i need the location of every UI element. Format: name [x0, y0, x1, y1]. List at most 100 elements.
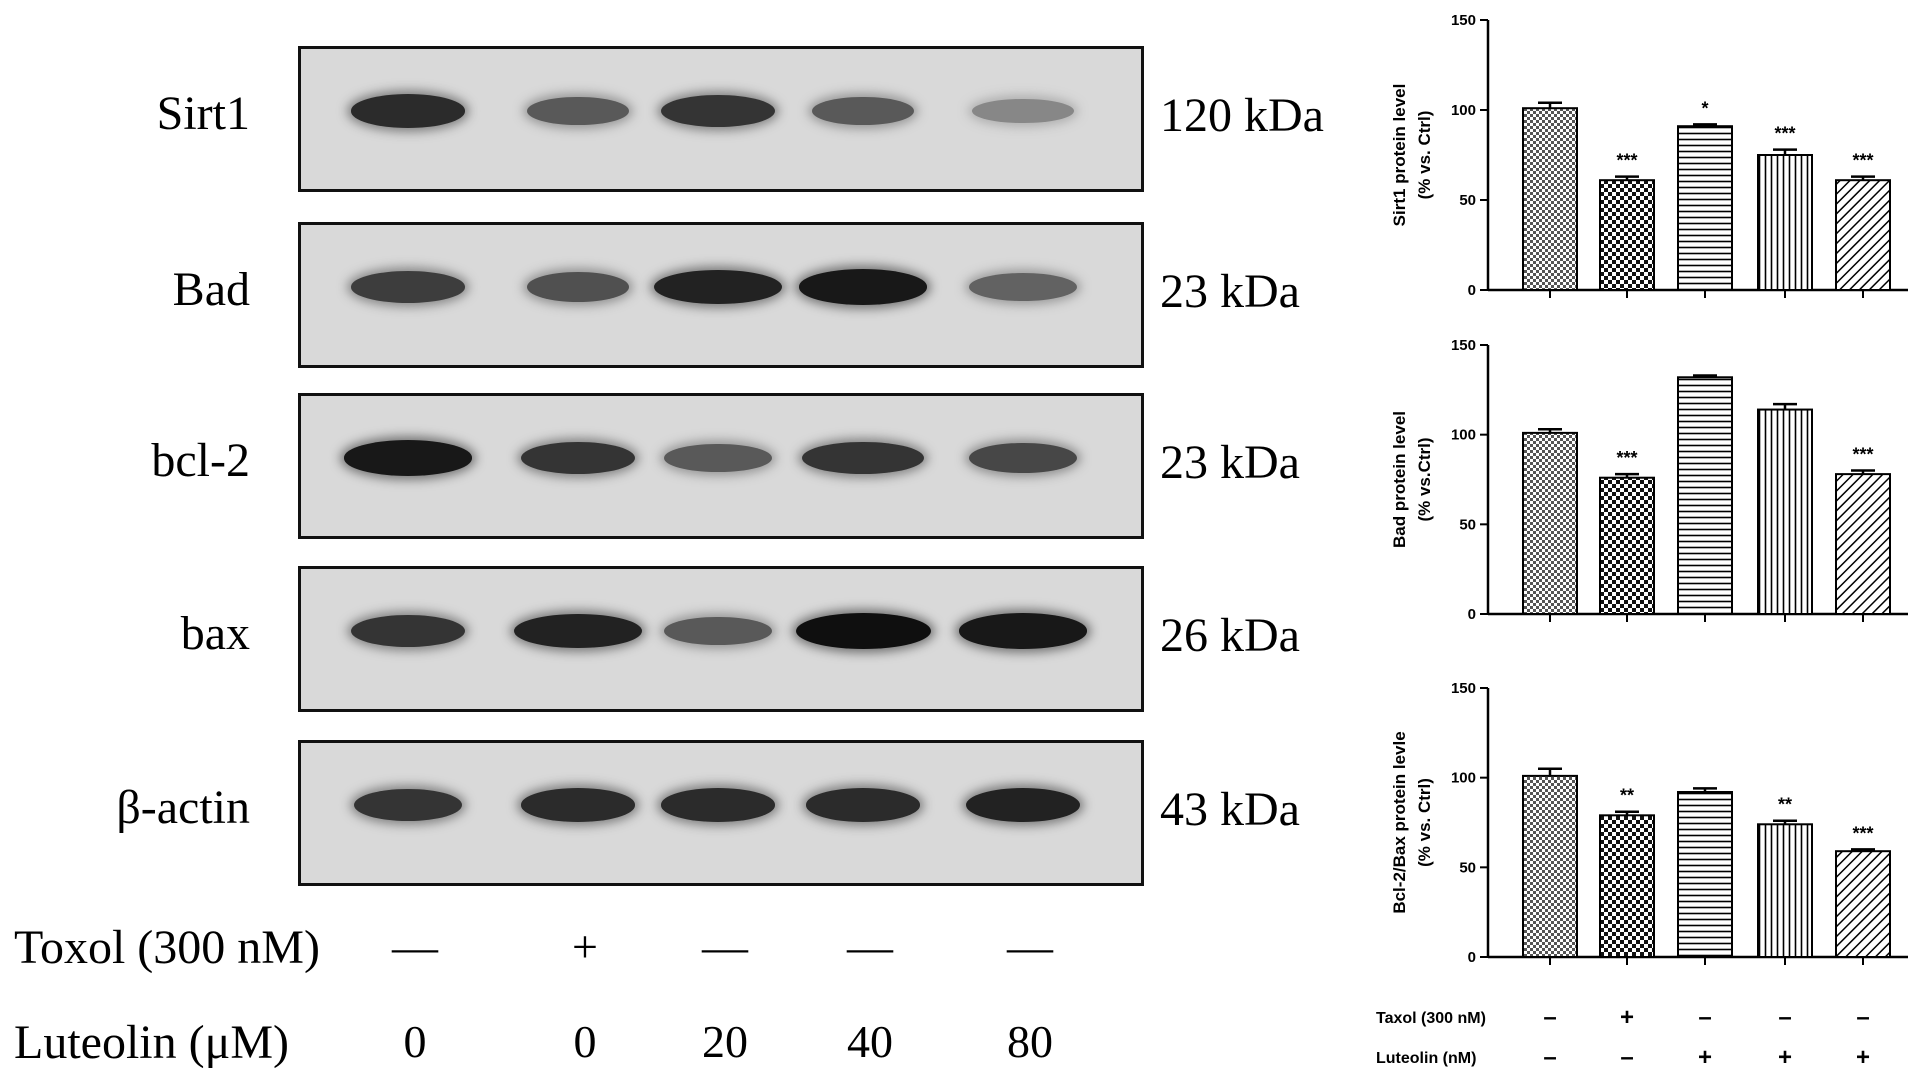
chart-condition-value: –	[1778, 1004, 1791, 1031]
molecular-weight-label: 23 kDa	[1160, 436, 1300, 489]
condition-value: 0	[573, 1016, 597, 1067]
y-axis-label: (% vs.Ctrl)	[1415, 437, 1434, 521]
blot-band	[350, 614, 466, 648]
bar	[1599, 179, 1655, 291]
y-tick-label: 100	[1451, 427, 1476, 444]
chart-condition-value: –	[1543, 1044, 1556, 1071]
significance-label: ***	[1852, 445, 1873, 465]
blot-band	[965, 787, 1081, 823]
y-tick-label: 100	[1451, 102, 1476, 119]
blot-strip	[298, 740, 1144, 886]
blot-band	[802, 441, 924, 475]
blot-band	[795, 613, 931, 649]
bar	[1757, 154, 1813, 291]
blot-band	[653, 269, 783, 305]
molecular-weight-label: 120 kDa	[1160, 89, 1324, 142]
blot-band	[805, 788, 921, 822]
blot-band	[513, 613, 643, 649]
bar	[1677, 125, 1733, 291]
blot-strip	[298, 46, 1144, 192]
blot-strip	[298, 222, 1144, 368]
chart-condition-value: +	[1856, 1044, 1870, 1071]
bar	[1599, 476, 1655, 615]
molecular-weight-label: 43 kDa	[1160, 783, 1300, 836]
y-tick-label: 50	[1459, 516, 1476, 533]
condition-value: —	[702, 921, 748, 972]
bar	[1757, 408, 1813, 615]
protein-label: Sirt1	[156, 87, 250, 140]
bar	[1757, 823, 1813, 958]
condition-value: 40	[847, 1016, 893, 1067]
condition-value: 20	[702, 1016, 748, 1067]
significance-label: *	[1701, 98, 1708, 118]
chart-condition-label: Luteolin (nM)	[1376, 1050, 1476, 1067]
blot-band	[520, 441, 636, 475]
y-axis-label: Bcl-2/Bax protein levle	[1390, 731, 1409, 913]
y-tick-label: 50	[1459, 192, 1476, 209]
blot-band	[812, 96, 914, 126]
blot-band	[664, 616, 772, 646]
molecular-weight-label: 26 kDa	[1160, 609, 1300, 662]
blot-band	[969, 273, 1077, 301]
bar	[1522, 774, 1578, 959]
y-tick-label: 150	[1451, 337, 1476, 354]
y-tick-label: 150	[1451, 680, 1476, 697]
condition-value: +	[572, 921, 598, 972]
y-tick-label: 50	[1459, 859, 1476, 876]
blot-band	[350, 94, 466, 128]
molecular-weight-label: 23 kDa	[1160, 265, 1300, 318]
y-tick-label: 0	[1468, 282, 1476, 299]
blot-band	[354, 788, 462, 822]
blot-band	[527, 272, 629, 302]
bar	[1677, 791, 1733, 958]
condition-value: —	[392, 921, 438, 972]
significance-label: ***	[1774, 124, 1795, 144]
blot-band	[343, 440, 473, 476]
condition-label: Luteolin (μM)	[14, 1016, 290, 1069]
protein-label: bcl-2	[151, 434, 250, 487]
y-tick-label: 0	[1468, 606, 1476, 623]
y-tick-label: 150	[1451, 12, 1476, 29]
y-axis-label: Sirt1 protein level	[1390, 84, 1409, 227]
blot-strip	[298, 393, 1144, 539]
blot-band	[527, 96, 629, 126]
blot-band	[350, 271, 466, 303]
bar	[1522, 107, 1578, 291]
condition-value: 80	[1007, 1016, 1053, 1067]
significance-label: ***	[1852, 823, 1873, 843]
significance-label: **	[1620, 786, 1634, 806]
condition-value: —	[1007, 921, 1053, 972]
y-tick-label: 100	[1451, 770, 1476, 787]
bar	[1835, 473, 1891, 615]
blot-band	[958, 613, 1088, 649]
y-tick-label: 0	[1468, 949, 1476, 966]
y-axis-label: (% vs. Ctrl)	[1415, 778, 1434, 867]
y-axis-label: Bad protein level	[1390, 411, 1409, 548]
bar	[1599, 814, 1655, 958]
blot-band	[520, 788, 636, 822]
bar	[1677, 376, 1733, 615]
blot-band	[798, 269, 928, 305]
condition-value: 0	[403, 1016, 427, 1067]
chart-condition-value: +	[1698, 1044, 1712, 1071]
chart-condition-value: –	[1620, 1044, 1633, 1071]
y-axis-label: (% vs. Ctrl)	[1415, 111, 1434, 200]
blot-strip	[298, 566, 1144, 712]
protein-label: Bad	[172, 263, 250, 316]
significance-label: **	[1778, 795, 1792, 815]
condition-value: —	[847, 921, 893, 972]
chart-condition-value: +	[1778, 1044, 1792, 1071]
chart-condition-value: +	[1620, 1004, 1634, 1031]
chart-condition-value: –	[1856, 1004, 1869, 1031]
significance-label: ***	[1616, 448, 1637, 468]
blot-band	[969, 442, 1077, 474]
chart-condition-label: Taxol (300 nM)	[1376, 1010, 1486, 1027]
protein-label: β-actin	[116, 781, 250, 834]
significance-label: ***	[1616, 151, 1637, 171]
bar	[1835, 179, 1891, 291]
blot-band	[660, 94, 776, 128]
chart-condition-value: –	[1698, 1004, 1711, 1031]
condition-label: Toxol (300 nM)	[14, 921, 320, 974]
blot-band	[664, 443, 772, 473]
protein-label: bax	[180, 607, 250, 660]
